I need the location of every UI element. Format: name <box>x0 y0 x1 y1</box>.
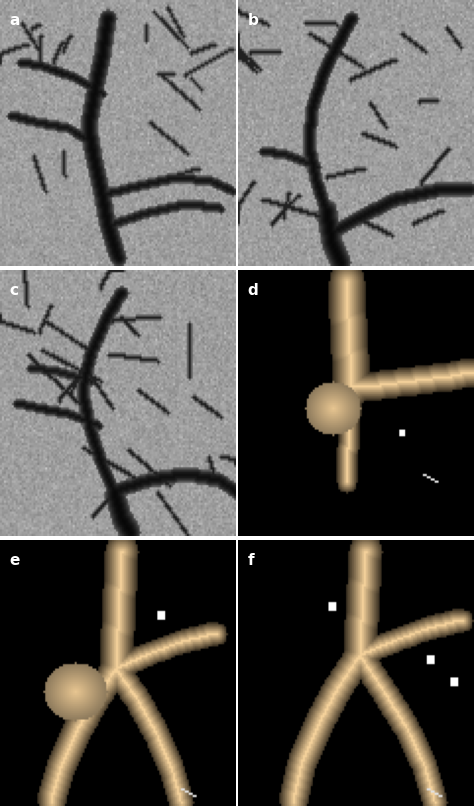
Text: e: e <box>9 553 20 568</box>
Text: c: c <box>9 283 18 298</box>
Text: f: f <box>248 553 255 568</box>
Text: a: a <box>9 13 20 28</box>
Text: d: d <box>248 283 259 298</box>
Text: b: b <box>248 13 259 28</box>
